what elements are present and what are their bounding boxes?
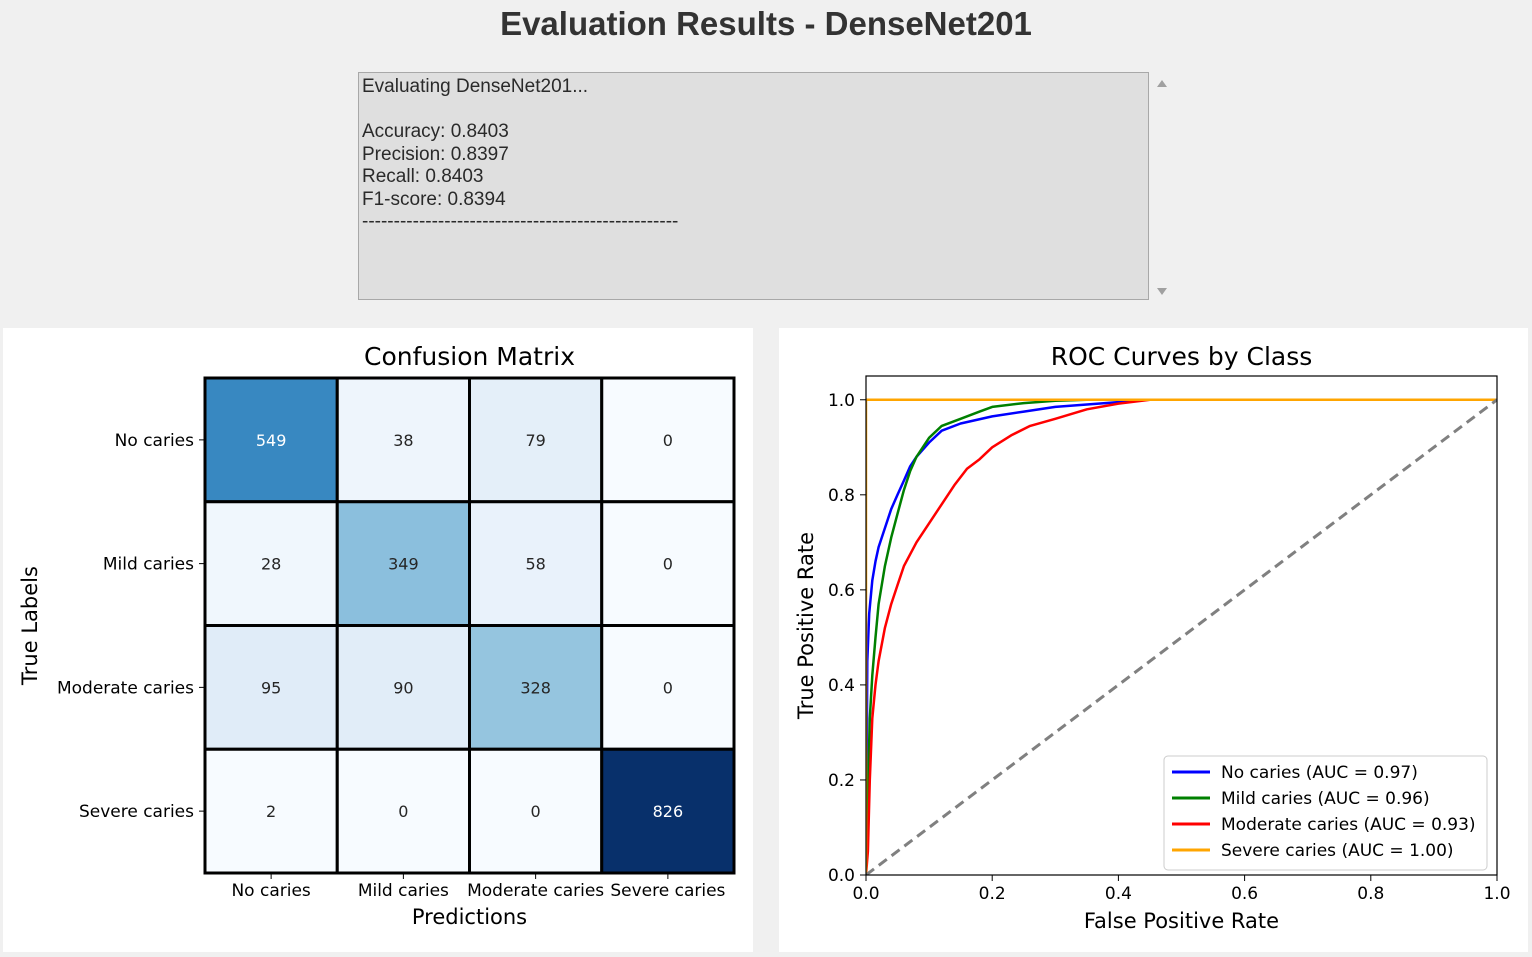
heatmap-cell	[335, 747, 471, 875]
y-tick-label: 0.6	[828, 581, 855, 601]
heatmap-cell	[203, 376, 339, 504]
x-tick-label: 1.0	[1483, 884, 1510, 904]
x-tick-label: 0.6	[1231, 884, 1258, 904]
y-tick-label: 0.8	[828, 486, 855, 506]
x-tick-label: Mild caries	[358, 881, 449, 901]
roc-curve-panel: ROC Curves by Class 0.0 0.2 0.4 0.6 0.8 1.0 0.0…	[779, 328, 1528, 952]
heatmap-cell	[335, 376, 471, 504]
y-tick-label: Moderate caries	[57, 678, 194, 698]
x-tick-label: 0.0	[852, 884, 879, 904]
cell-value-label: 349	[388, 555, 419, 574]
heatmap-cell	[600, 747, 736, 875]
chart-title: ROC Curves by Class	[1051, 342, 1313, 371]
x-tick-label: 0.8	[1357, 884, 1384, 904]
cell-value-label: 79	[525, 431, 545, 450]
y-tick-label: 0.0	[828, 866, 855, 886]
cell-value-label: 826	[653, 802, 684, 821]
cell-value-label: 0	[663, 678, 673, 697]
x-axis-label: Predictions	[412, 905, 527, 929]
plot-frame	[865, 375, 1498, 876]
cell-value-label: 95	[261, 678, 281, 697]
roc-series-line	[866, 398, 1497, 875]
log-line: Precision: 0.8397	[362, 143, 509, 165]
log-line: ----------------------------------------…	[362, 211, 679, 232]
cell-value-label: 90	[393, 678, 413, 697]
legend-box	[1163, 755, 1488, 871]
cell-value-label: 38	[393, 431, 413, 450]
log-line: Recall: 0.8403	[362, 166, 484, 187]
cell-value-label: 2	[266, 802, 276, 821]
cell-value-label: 0	[531, 802, 541, 821]
roc-curve-chart: ROC Curves by Class 0.0 0.2 0.4 0.6 0.8 1.0 0.0…	[794, 342, 1511, 933]
cell-value-label: 28	[261, 555, 281, 574]
cell-value-label: 0	[398, 802, 408, 821]
x-tick-label: No caries	[231, 881, 310, 901]
y-tick-label: 0.4	[828, 676, 855, 696]
window-title: Evaluation Results - DenseNet201	[500, 5, 1032, 42]
roc-series-line	[866, 398, 1497, 875]
heatmap-cell	[600, 376, 736, 504]
legend-entry: Severe caries (AUC = 1.00)	[1221, 841, 1454, 861]
log-scrollbar[interactable]	[1151, 72, 1173, 300]
legend-entry: No caries (AUC = 0.97)	[1221, 763, 1418, 783]
heatmap-cell	[600, 624, 736, 751]
y-tick-label: 1.0	[828, 391, 855, 411]
evaluation-log-textarea[interactable]: Evaluating DenseNet201... Accuracy: 0.840…	[358, 72, 1149, 300]
chart-title: Confusion Matrix	[364, 342, 575, 371]
x-tick-label: Severe caries	[610, 881, 725, 901]
y-axis-label: True Positive Rate	[794, 532, 818, 720]
x-axis-label: False Positive Rate	[1084, 909, 1279, 933]
y-tick-label: Severe caries	[79, 802, 194, 822]
y-tick-label: Mild caries	[103, 555, 194, 575]
scroll-up-arrow-icon[interactable]	[1157, 80, 1167, 87]
heatmap-cell	[335, 500, 471, 627]
cell-value-label: 0	[663, 555, 673, 574]
heatmap-cell	[600, 500, 736, 627]
log-line: Evaluating DenseNet201...	[362, 76, 589, 97]
cell-value-label: 0	[663, 431, 673, 450]
legend-entry: Mild caries (AUC = 0.96)	[1221, 789, 1430, 809]
cell-value-label: 58	[525, 555, 545, 574]
y-axis-label: True Labels	[18, 566, 42, 686]
confusion-matrix-panel: Confusion Matrix 549 38 79 0 28 349 58 0 95 90 328 0…	[3, 328, 753, 952]
cell-value-label: 328	[520, 678, 551, 697]
heatmap-cell	[335, 624, 471, 751]
diagonal-reference-line	[866, 398, 1497, 875]
confusion-matrix-chart: Confusion Matrix 549 38 79 0 28 349 58 0 95 90 328 0…	[18, 342, 736, 929]
scroll-down-arrow-icon[interactable]	[1157, 288, 1167, 295]
x-tick-label: 0.4	[1105, 884, 1132, 904]
y-tick-label: 0.2	[828, 771, 855, 791]
roc-series-line	[866, 398, 1497, 875]
log-line: Accuracy: 0.8403	[362, 121, 509, 142]
x-tick-label: 0.2	[979, 884, 1006, 904]
log-line: F1-score: 0.8394	[362, 188, 506, 210]
legend-entry: Moderate caries (AUC = 0.93)	[1221, 815, 1476, 835]
cell-value-label: 549	[256, 431, 287, 450]
y-tick-label: No caries	[115, 431, 194, 451]
x-tick-label: Moderate caries	[467, 881, 604, 901]
log-line	[362, 99, 1145, 122]
